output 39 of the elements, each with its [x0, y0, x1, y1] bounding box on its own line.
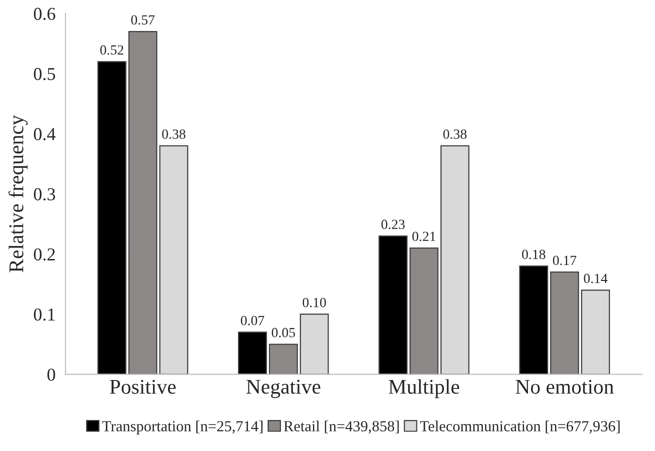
- legend-label: Retail [n=439,858]: [284, 420, 399, 434]
- bar: [550, 272, 580, 374]
- data-label: 0.52: [100, 45, 124, 55]
- bar: [238, 332, 267, 374]
- bar: [159, 145, 188, 374]
- bar: [97, 61, 126, 374]
- data-label: 0.07: [240, 316, 264, 326]
- legend-label: Transportation [n=25,714]: [102, 420, 262, 434]
- data-label: 0.38: [443, 129, 467, 139]
- bar: [581, 290, 610, 374]
- data-label: 0.14: [584, 274, 608, 284]
- legend-label: Telecommunication [n=677,936]: [420, 420, 620, 434]
- y-tick-label: 0.1: [34, 308, 55, 321]
- bar: [440, 145, 470, 374]
- data-label: 0.21: [412, 232, 436, 242]
- data-label: 0.05: [272, 328, 296, 338]
- data-label: 0.23: [381, 220, 405, 230]
- bar: [300, 314, 329, 374]
- bar: [410, 247, 438, 374]
- y-tick-label: 0.6: [34, 8, 56, 20]
- data-label: 0.18: [522, 250, 546, 260]
- bar: [268, 344, 298, 374]
- bar: [519, 266, 548, 374]
- y-axis-title: Relative frequency: [8, 115, 28, 272]
- bar: [128, 31, 158, 374]
- data-label: 0.10: [302, 298, 326, 308]
- x-tick-label: Negative: [246, 380, 320, 398]
- y-tick-label: 0.5: [34, 68, 56, 80]
- x-tick-label: Positive: [110, 380, 176, 394]
- y-tick-label: 0.2: [34, 248, 55, 261]
- data-label: 0.17: [552, 256, 576, 266]
- x-tick-label: Multiple: [388, 379, 460, 398]
- y-tick-label: 0.4: [34, 128, 56, 140]
- bar: [378, 235, 408, 374]
- data-label: 0.57: [131, 15, 155, 25]
- data-label: 0.38: [162, 129, 186, 139]
- y-tick-label: 0.3: [34, 188, 56, 200]
- x-tick-label: No emotion: [516, 380, 614, 394]
- y-tick-label: 0: [47, 368, 56, 381]
